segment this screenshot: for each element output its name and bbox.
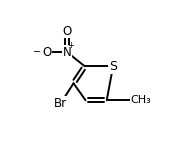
Text: CH₃: CH₃	[131, 95, 152, 105]
Text: S: S	[109, 60, 117, 73]
Text: Br: Br	[54, 97, 67, 110]
Text: O: O	[42, 46, 51, 59]
Text: O: O	[63, 24, 72, 38]
Text: N: N	[63, 46, 72, 59]
Text: +: +	[67, 41, 74, 50]
Text: −: −	[33, 47, 42, 57]
